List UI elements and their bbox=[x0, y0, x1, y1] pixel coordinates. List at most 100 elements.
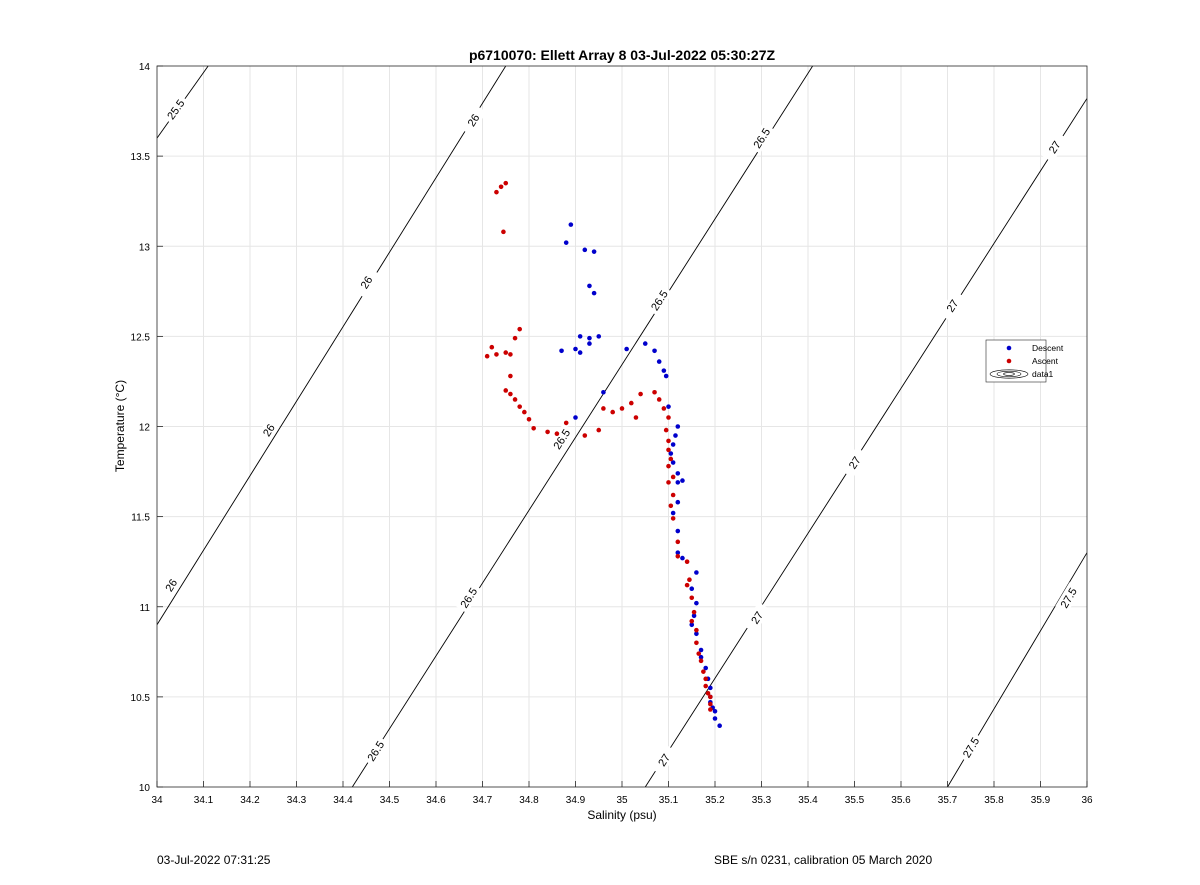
descent-point bbox=[698, 654, 704, 660]
x-tick-label: 34.4 bbox=[333, 795, 353, 806]
contour-label-bg bbox=[841, 446, 868, 479]
descent-point bbox=[675, 424, 681, 429]
descent-point bbox=[563, 240, 569, 245]
descent-point bbox=[670, 510, 676, 516]
y-axis-label: Temperature (°C) bbox=[113, 380, 127, 472]
descent-point bbox=[675, 499, 681, 505]
x-tick-label: 36 bbox=[1081, 795, 1093, 806]
chart-title: p6710070: Ellett Array 8 03-Jul-2022 05:… bbox=[469, 47, 776, 63]
ascent-point bbox=[498, 184, 504, 190]
descent-point bbox=[652, 348, 657, 354]
y-tick-label: 10.5 bbox=[131, 693, 151, 704]
y-tick-label: 10 bbox=[139, 783, 151, 794]
x-tick-label: 35.9 bbox=[1031, 795, 1051, 806]
descent-point bbox=[708, 685, 713, 691]
legend-ascent-marker bbox=[1006, 358, 1012, 364]
ascent-point bbox=[652, 389, 657, 395]
y-tick-label: 13 bbox=[139, 242, 151, 253]
descent-point bbox=[596, 334, 602, 339]
ascent-point bbox=[670, 516, 676, 521]
ascent-point bbox=[668, 503, 674, 509]
ascent-point bbox=[554, 431, 560, 437]
ascent-point bbox=[503, 350, 509, 355]
descent-point bbox=[601, 389, 606, 395]
ascent-point bbox=[526, 416, 532, 422]
x-tick-label: 35.7 bbox=[938, 795, 958, 806]
contour-label-bg bbox=[957, 731, 984, 763]
descent-point bbox=[668, 451, 674, 456]
descent-point bbox=[670, 442, 676, 447]
ascent-point bbox=[629, 400, 634, 406]
descent-point bbox=[661, 368, 667, 373]
ascent-point bbox=[694, 640, 699, 646]
legend-box bbox=[985, 339, 1047, 383]
axis-ticks: 34 34.1 34.2 34.3 34.4 34.5 34.6 34.7 34.8 34.9 35… bbox=[131, 62, 1093, 806]
contour-label-bg bbox=[455, 582, 482, 614]
ascent-point bbox=[670, 492, 676, 498]
contour-label-bg bbox=[938, 290, 966, 322]
ascent-point bbox=[703, 676, 708, 682]
descent-point bbox=[573, 415, 578, 420]
contour-label-bg bbox=[650, 744, 678, 776]
ascent-point bbox=[545, 429, 550, 435]
ascent-point bbox=[517, 326, 522, 332]
ascent-point bbox=[638, 391, 643, 397]
x-tick-label: 35.6 bbox=[891, 795, 911, 806]
ascent-point bbox=[633, 415, 639, 420]
density-contour-line bbox=[644, 98, 1087, 787]
ascent-point bbox=[656, 397, 662, 402]
descent-point bbox=[582, 247, 588, 253]
x-tick-label: 34.8 bbox=[519, 795, 539, 806]
x-tick-label: 35.8 bbox=[984, 795, 1004, 806]
descent-point bbox=[689, 586, 695, 592]
ascent-point bbox=[503, 388, 509, 393]
ascent-point bbox=[517, 404, 522, 409]
ascent-point bbox=[684, 582, 690, 588]
ascent-point bbox=[708, 707, 713, 712]
contour-label-bg bbox=[645, 284, 673, 316]
descent-point bbox=[694, 570, 699, 575]
ascent-point bbox=[694, 627, 699, 633]
descent-point bbox=[666, 404, 671, 409]
descent-point bbox=[675, 480, 681, 485]
ascent-point bbox=[701, 669, 706, 674]
contour-label-bg bbox=[362, 735, 389, 767]
x-tick-label: 34.7 bbox=[473, 795, 493, 806]
descent-point bbox=[675, 528, 681, 534]
descent-point bbox=[568, 222, 574, 227]
contour-label: 26 bbox=[163, 577, 180, 594]
legend-descent-marker bbox=[1006, 345, 1012, 351]
ascent-point bbox=[675, 553, 681, 559]
x-tick-label: 34.9 bbox=[566, 795, 586, 806]
legend-descent-label: Descent bbox=[1032, 343, 1064, 353]
descent-point bbox=[663, 373, 669, 379]
x-tick-label: 34.3 bbox=[287, 795, 307, 806]
ascent-point bbox=[494, 189, 499, 195]
contour-label-bg bbox=[352, 266, 380, 298]
ascent-point bbox=[684, 559, 690, 564]
x-tick-label: 35.2 bbox=[705, 795, 725, 806]
x-axis-label: Salinity (psu) bbox=[587, 808, 656, 822]
descent-point bbox=[577, 334, 583, 339]
descent-point bbox=[689, 622, 695, 628]
descent-point bbox=[573, 346, 578, 352]
contour-label-bg bbox=[548, 423, 575, 455]
descent-point bbox=[694, 600, 699, 606]
contour-label-bg bbox=[1055, 582, 1082, 614]
ascent-point bbox=[666, 463, 671, 469]
descent-point bbox=[670, 460, 676, 465]
ascent-point bbox=[610, 409, 615, 415]
descent-point bbox=[591, 249, 597, 254]
ascent-point bbox=[508, 352, 513, 357]
legend-data1-label: data1 bbox=[1032, 369, 1054, 379]
ascent-point bbox=[687, 577, 692, 583]
descent-point bbox=[673, 433, 678, 438]
descent-point bbox=[624, 346, 629, 352]
ascent-point bbox=[508, 373, 513, 379]
x-tick-label: 34.1 bbox=[194, 795, 214, 806]
descent-point bbox=[698, 647, 704, 653]
y-tick-label: 12.5 bbox=[131, 332, 151, 343]
contour-label: 26 bbox=[466, 112, 483, 129]
ascent-point bbox=[503, 180, 509, 186]
